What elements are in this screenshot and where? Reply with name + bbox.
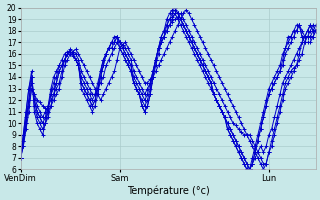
X-axis label: Température (°c): Température (°c)	[127, 185, 210, 196]
